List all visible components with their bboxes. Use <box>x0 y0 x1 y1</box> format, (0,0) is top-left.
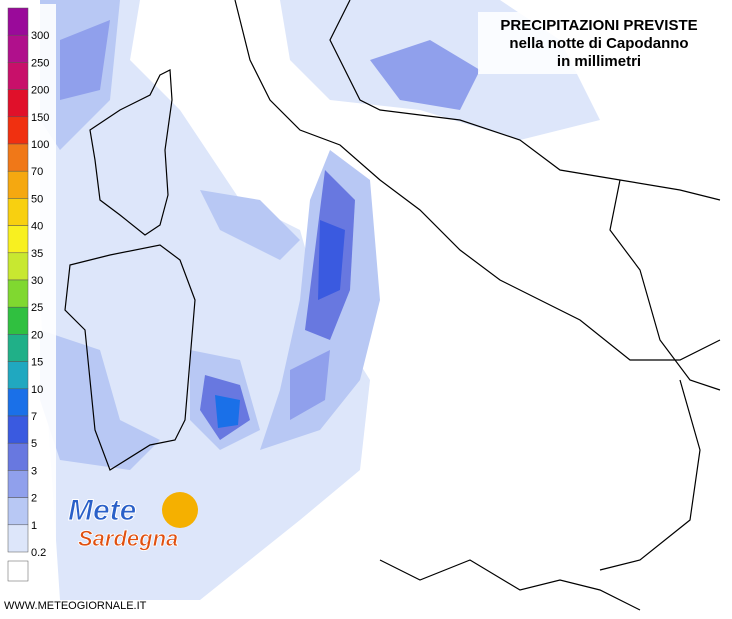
legend-box <box>7 524 29 553</box>
legend-box <box>7 62 29 90</box>
legend-label: 5 <box>31 438 37 450</box>
logo: Mete Sardegna <box>68 492 198 551</box>
logo-line1: Mete <box>68 494 136 527</box>
coastlines <box>64 0 721 611</box>
legend-box <box>7 198 29 226</box>
logo-sun <box>162 492 198 528</box>
legend-box <box>7 116 29 145</box>
legend-box <box>7 225 29 254</box>
legend-box <box>7 306 29 335</box>
legend: 300 250 200 150 100 70 50 40 35 30 25 20 15 10 7 5 3 2 1 0.… <box>2 4 56 584</box>
legend-box <box>7 279 29 308</box>
header: PRECIPITAZIONI PREVISTE nella notte di C… <box>478 12 720 74</box>
legend-box <box>7 252 29 281</box>
legend-label: 10 <box>31 384 43 396</box>
legend-box <box>7 7 29 36</box>
legend-label: 35 <box>31 248 43 260</box>
legend-label: 3 <box>31 465 37 477</box>
legend-box <box>7 361 29 390</box>
legend-label: 150 <box>31 112 49 124</box>
legend-label: 0.2 <box>31 547 46 559</box>
legend-label: 100 <box>31 139 49 151</box>
legend-label: 30 <box>31 275 43 287</box>
legend-box <box>7 34 29 63</box>
legend-box <box>7 442 29 471</box>
logo-line2: Sardegna <box>78 526 178 551</box>
legend-box <box>7 334 29 362</box>
legend-label: 250 <box>31 57 49 69</box>
legend-box <box>7 143 29 172</box>
legend-label: 40 <box>31 221 43 233</box>
title: PRECIPITAZIONI PREVISTE <box>500 17 697 34</box>
legend-box <box>7 170 29 199</box>
legend-label: 2 <box>31 493 37 505</box>
legend-box <box>7 470 29 498</box>
legend-label: 20 <box>31 329 43 341</box>
unit-line: in millimetri <box>557 53 641 70</box>
legend-box <box>7 388 29 417</box>
legend-box <box>7 497 29 526</box>
legend-label: 25 <box>31 302 43 314</box>
legend-label: 50 <box>31 193 43 205</box>
legend-label: 200 <box>31 85 49 97</box>
legend-box <box>7 415 29 444</box>
legend-box <box>7 560 29 582</box>
legend-label: 1 <box>31 520 37 532</box>
legend-label: 15 <box>31 357 43 369</box>
footer-url: WWW.METEOGIORNALE.IT <box>4 600 147 612</box>
legend-label: 70 <box>31 166 43 178</box>
legend-box <box>7 89 29 118</box>
legend-label: 300 <box>31 30 49 42</box>
header-panel <box>478 12 720 74</box>
legend-label: 7 <box>31 411 37 423</box>
subtitle: nella notte di Capodanno <box>509 35 688 52</box>
